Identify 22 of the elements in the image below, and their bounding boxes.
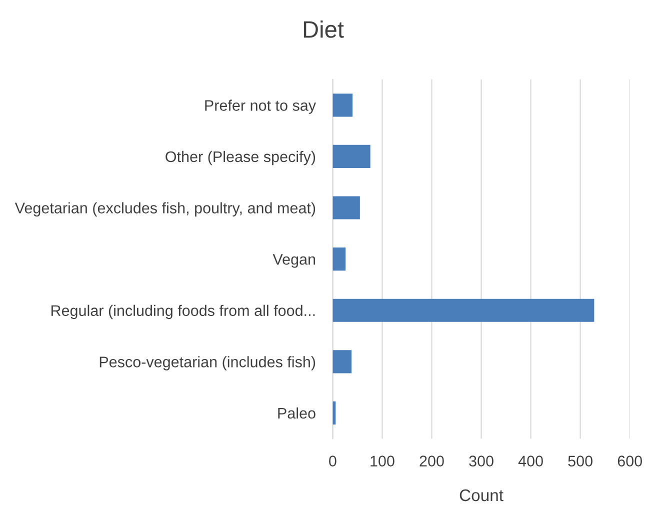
chart-title: Diet [304,20,344,38]
y-tick-label: Pesco-vegetarian (includes fish) [100,356,316,370]
bar [332,248,346,271]
x-tick-label: 600 [618,456,642,467]
x-tick-label: 100 [370,456,394,467]
x-tick-label: 300 [469,456,494,467]
y-tick-label: Vegan [272,254,316,268]
x-tick-label: 400 [518,456,543,467]
y-tick-label: Prefer not to say [205,100,316,114]
y-tick-label: Paleo [278,407,316,419]
y-tick-label: Other (Please specify) [166,150,316,166]
x-tick-label: 200 [420,456,444,467]
x-tick-label: 500 [568,456,592,467]
bar [332,196,360,220]
bar [332,94,352,117]
y-tick-label: Regular (including foods from all food... [51,304,315,320]
x-axis-title: Count [460,489,504,502]
y-tick-label: Vegetarian (excludes fish, poultry, and meat) [14,202,316,216]
bar [332,144,370,168]
bar [332,298,594,322]
x-tick-label: 0 [329,456,336,467]
bar [332,350,352,374]
